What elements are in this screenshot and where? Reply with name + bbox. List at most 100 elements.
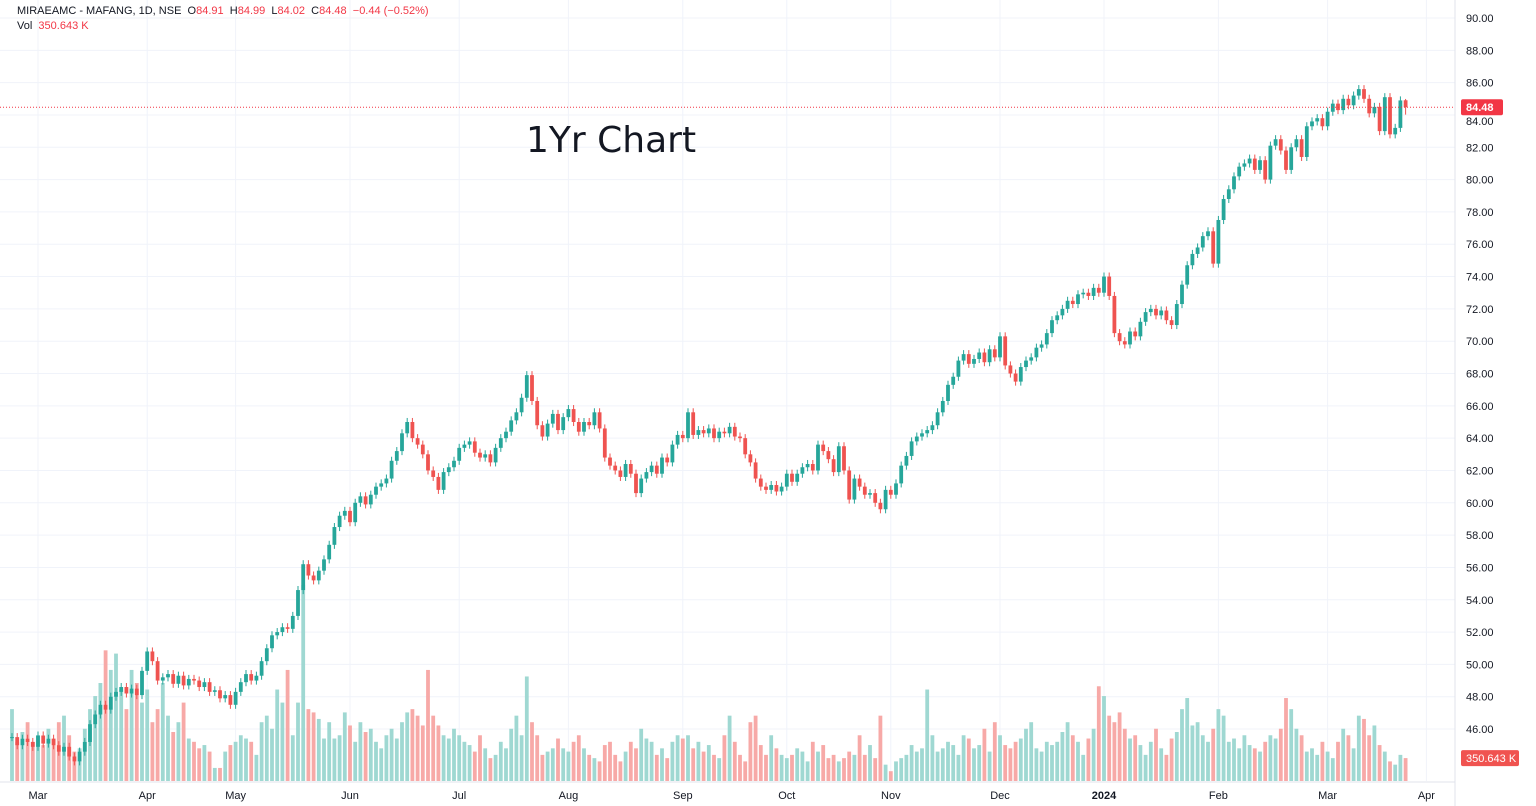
candle — [556, 409, 560, 435]
candle-body — [644, 472, 649, 479]
volume-bar — [649, 741, 654, 781]
time-tick-label: Mar — [29, 790, 48, 802]
price-tick-label: 50.00 — [1466, 659, 1494, 671]
candle — [207, 678, 212, 696]
volume-bar — [1169, 738, 1174, 781]
volume-bar — [920, 748, 924, 781]
candle — [30, 737, 35, 751]
symbol-name[interactable]: MIRAEAMC - MAFANG, 1D, NSE — [17, 5, 182, 17]
candle — [696, 426, 701, 439]
candle-body — [821, 444, 826, 452]
candle — [878, 498, 883, 514]
candle — [394, 447, 399, 465]
volume-bar — [1393, 764, 1398, 781]
volume-bar — [660, 748, 664, 781]
candle — [1310, 117, 1314, 131]
candle — [67, 742, 72, 761]
candle-body — [134, 688, 139, 696]
candle — [296, 586, 300, 620]
volume-bar — [436, 725, 441, 781]
volume-bar — [1148, 741, 1153, 781]
candle — [176, 671, 181, 688]
volume-bar — [576, 735, 581, 781]
candle-body — [207, 682, 212, 692]
volume-bar — [1185, 698, 1190, 781]
candle-body — [483, 454, 488, 458]
candle-body — [62, 746, 66, 752]
candle-body — [1174, 304, 1179, 326]
candle — [613, 461, 618, 475]
candle — [873, 489, 878, 507]
candle — [493, 443, 498, 467]
volume-bar — [140, 702, 144, 781]
candle — [743, 434, 748, 459]
candle — [550, 409, 555, 428]
candle-body — [862, 486, 867, 495]
volume-bar — [1060, 732, 1065, 781]
candle — [1159, 306, 1164, 320]
volume-bar — [415, 715, 420, 781]
volume-bar — [1128, 738, 1132, 781]
candle-body — [1055, 315, 1060, 321]
volume-bar — [914, 751, 919, 781]
candle — [1398, 96, 1403, 132]
volume-bar — [374, 741, 378, 781]
volume-bar — [457, 735, 462, 781]
volume-bar — [706, 745, 711, 781]
volume-bar — [1102, 696, 1106, 781]
candle-body — [774, 485, 779, 492]
candle-body — [171, 674, 176, 684]
candle — [140, 666, 144, 700]
candle-body — [446, 467, 451, 473]
volume-label[interactable]: Vol — [17, 20, 33, 32]
price-tick-label: 82.00 — [1466, 142, 1494, 154]
volume-bar — [192, 741, 196, 781]
volume-bar — [1216, 709, 1221, 781]
volume-bar — [940, 748, 945, 781]
candle — [1050, 316, 1054, 338]
time-tick-label: Apr — [139, 790, 156, 802]
candle-body — [935, 412, 940, 426]
candle-body — [1091, 287, 1096, 296]
volume-bar — [1320, 741, 1325, 781]
candle-body — [847, 470, 852, 500]
candle-body — [114, 691, 118, 697]
volume-bar — [290, 735, 295, 781]
volume-bar — [582, 748, 586, 781]
candle — [389, 456, 394, 483]
candle — [821, 440, 826, 456]
candle-body — [1200, 236, 1205, 248]
candle-body — [1268, 145, 1273, 180]
candle-body — [561, 417, 566, 431]
volume-bar — [1190, 725, 1195, 781]
candle — [634, 469, 638, 498]
candle-body — [1382, 97, 1387, 132]
candle — [847, 466, 852, 504]
volume-bar — [400, 722, 404, 781]
volume-bar — [592, 758, 597, 781]
candle — [358, 492, 363, 507]
volume-bar — [15, 741, 20, 781]
candle-body — [826, 451, 831, 460]
candle-body — [706, 428, 711, 434]
volume-bar — [1117, 712, 1122, 781]
candle-body — [493, 447, 498, 463]
volume-bar — [410, 709, 415, 781]
candle-body — [145, 651, 150, 671]
volume-bar — [1273, 738, 1278, 781]
candle — [363, 492, 368, 509]
candle-body — [379, 483, 384, 487]
candle — [753, 458, 758, 483]
volume-bar — [264, 715, 269, 781]
candle-body — [498, 438, 503, 448]
volume-bar — [197, 748, 202, 781]
candle-body — [535, 400, 540, 426]
candle-body — [634, 473, 638, 494]
price-tick-label: 84.00 — [1466, 116, 1494, 128]
candle — [524, 371, 529, 402]
volume-bar — [46, 728, 51, 781]
candle-body — [1029, 357, 1034, 361]
candle-body — [436, 476, 441, 490]
volume-bar — [1044, 741, 1049, 781]
